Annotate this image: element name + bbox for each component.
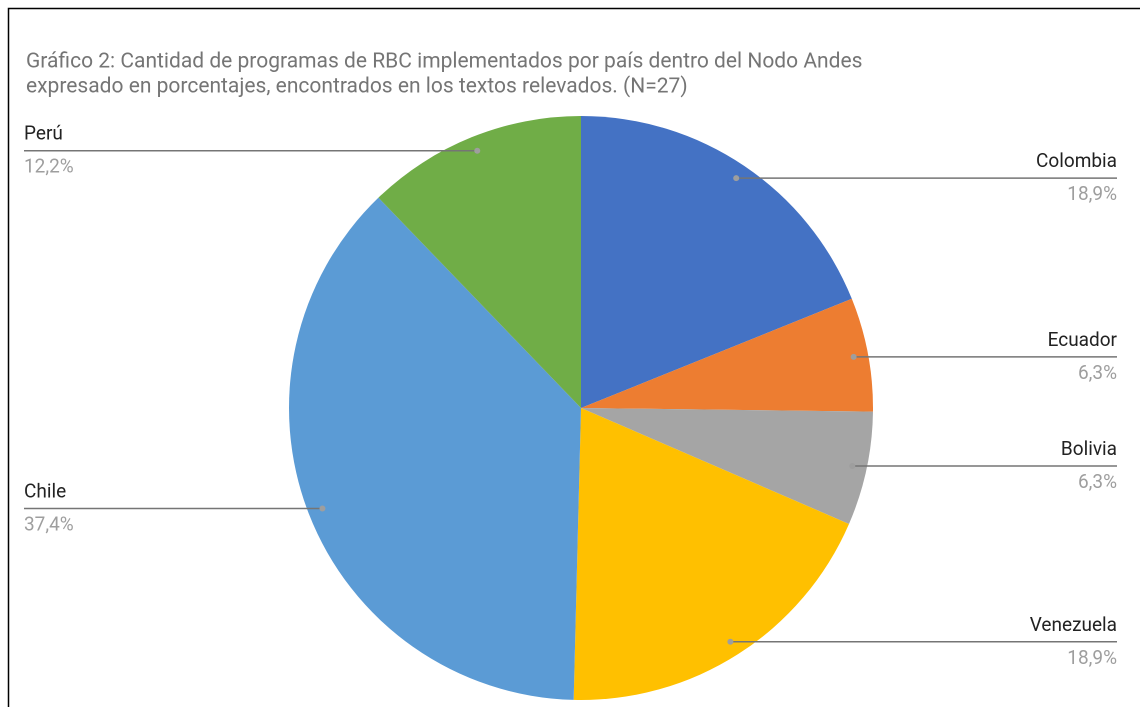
slice-value: 18,9% bbox=[1067, 182, 1117, 205]
leader-dot bbox=[850, 353, 857, 360]
slice-label: Bolivia bbox=[1061, 437, 1117, 460]
leader-dot bbox=[733, 175, 740, 182]
slice-value: 18,9% bbox=[1067, 646, 1117, 669]
slice-label: Venezuela bbox=[1030, 613, 1117, 636]
chart-title: expresado en porcentajes, encontrados en… bbox=[26, 75, 688, 99]
pie-slice bbox=[581, 116, 852, 408]
slice-value: 37,4% bbox=[24, 513, 74, 536]
pie-slice bbox=[581, 408, 873, 524]
slice-value: 6,3% bbox=[1078, 361, 1117, 384]
slice-label: Chile bbox=[24, 480, 66, 503]
leader-dot bbox=[474, 147, 481, 154]
pie-slice bbox=[573, 408, 849, 700]
slice-label: Ecuador bbox=[1048, 328, 1118, 351]
slice-label: Perú bbox=[24, 122, 63, 145]
pie-slice bbox=[581, 298, 873, 412]
chart-title: Gráfico 2: Cantidad de programas de RBC … bbox=[26, 50, 862, 74]
slice-value: 12,2% bbox=[24, 155, 74, 178]
slice-label: Colombia bbox=[1036, 149, 1117, 172]
leader-dot bbox=[727, 638, 734, 645]
slice-value: 6,3% bbox=[1078, 470, 1117, 493]
pie-slice bbox=[378, 116, 581, 408]
leader-dot bbox=[319, 505, 326, 512]
leader-dot bbox=[849, 462, 856, 469]
pie-slice bbox=[289, 197, 581, 700]
